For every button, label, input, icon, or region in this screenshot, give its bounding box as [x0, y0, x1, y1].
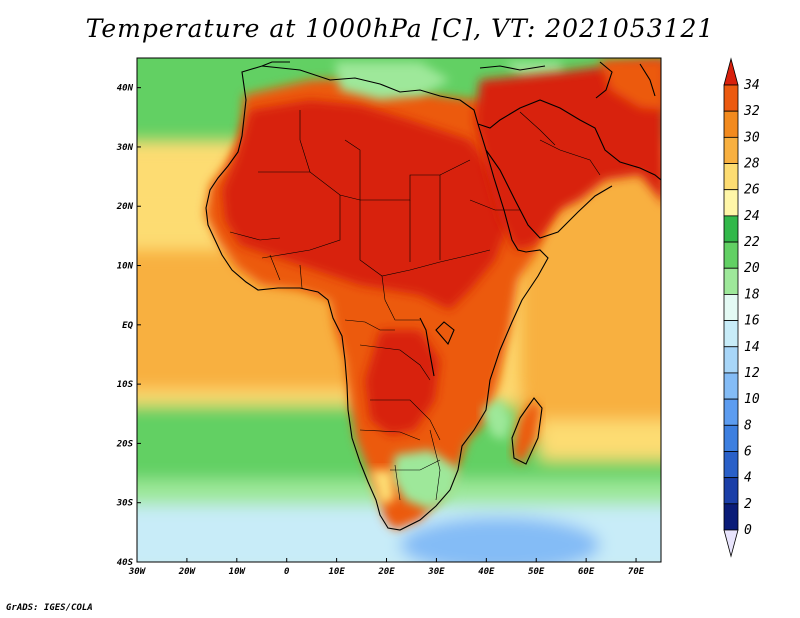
colorbar-label: 32 — [743, 104, 760, 119]
longitude-axis: 30W 20W 10W 0 10E 20E 30E 40E 50E 60E 70E — [128, 558, 645, 577]
colorbar-swatch — [723, 84, 739, 112]
lat-tick-label: 20S — [116, 439, 134, 449]
lat-tick-label: 10S — [117, 380, 134, 390]
colorbar-label: 22 — [744, 235, 760, 250]
colorbar-swatch — [723, 267, 739, 295]
lon-tick-label: 70E — [628, 567, 645, 577]
colorbar-swatch — [723, 136, 739, 164]
lon-tick-label: 30E — [427, 567, 445, 577]
lon-tick-label: 10E — [328, 567, 345, 577]
colorbar-swatch — [723, 451, 739, 479]
lon-tick-label: 0 — [284, 567, 290, 577]
colorbar-swatch — [723, 503, 739, 531]
colorbar-swatch — [723, 320, 739, 348]
lat-tick-label: 20N — [116, 202, 134, 212]
lon-tick-label: 10W — [229, 567, 247, 577]
colorbar-label: 16 — [744, 314, 760, 329]
lat-tick-label: 40N — [117, 84, 134, 94]
colorbar-swatch — [723, 294, 739, 321]
lat-tick-label: 30S — [116, 499, 134, 509]
colorbar-label: 4 — [744, 471, 752, 486]
colorbar-label: 18 — [744, 287, 760, 302]
colorbar-swatch — [723, 215, 739, 243]
colorbar-swatch — [723, 477, 739, 505]
latitude-axis: 40N 30N 20N 10N EQ 10S 20S 30S 40S — [116, 84, 141, 568]
colorbar-label: 8 — [744, 418, 752, 433]
borders — [229, 110, 601, 501]
colorbar-swatch — [723, 189, 739, 217]
colorbar-label: 10 — [744, 392, 760, 407]
colorbar-swatch — [723, 372, 739, 400]
colorbar-swatch — [723, 529, 739, 558]
lon-tick-label: 40E — [478, 567, 495, 577]
colorbar-label: 14 — [744, 340, 760, 355]
lon-tick-label: 50E — [528, 567, 545, 577]
lon-tick-label: 20W — [178, 567, 197, 577]
lat-tick-label: 40S — [117, 558, 134, 568]
colorbar-label: 2 — [744, 497, 752, 512]
lon-tick-label: 60E — [578, 567, 595, 577]
colorbar-swatch — [723, 57, 739, 86]
colorbar-label: 12 — [744, 366, 760, 381]
temperature-field — [137, 58, 661, 562]
colorbar-swatch — [723, 241, 739, 269]
lon-tick-label: 30W — [128, 567, 147, 577]
map-frame — [136, 57, 662, 563]
land-africa — [205, 62, 565, 530]
colorbar-label: 24 — [744, 209, 760, 224]
lon-tick-label: 20E — [377, 567, 395, 577]
colorbar-label: 26 — [744, 183, 760, 198]
colorbar-swatch — [723, 110, 739, 138]
colorbar-swatch — [723, 398, 739, 426]
colorbar-swatch — [723, 424, 739, 452]
colorbar-label: 28 — [744, 157, 760, 172]
lat-tick-label: 30N — [116, 143, 134, 153]
colorbar-label: 34 — [743, 78, 760, 93]
colorbar-label: 20 — [744, 261, 760, 276]
map-title: Temperature at 1000hPa [C], VT: 20210531… — [85, 14, 715, 43]
colorbar-label: 30 — [743, 130, 760, 145]
lat-tick-label: EQ — [122, 321, 133, 331]
lat-tick-label: 10N — [117, 262, 134, 272]
colorbar-label: 0 — [744, 523, 752, 538]
coastlines — [205, 61, 661, 531]
colorbar-label: 6 — [744, 444, 752, 459]
colorbar-swatch — [723, 346, 739, 374]
madagascar — [512, 400, 540, 465]
colorbar-swatch — [723, 163, 739, 191]
grads-credit: GrADS: IGES/COLA — [6, 603, 93, 613]
